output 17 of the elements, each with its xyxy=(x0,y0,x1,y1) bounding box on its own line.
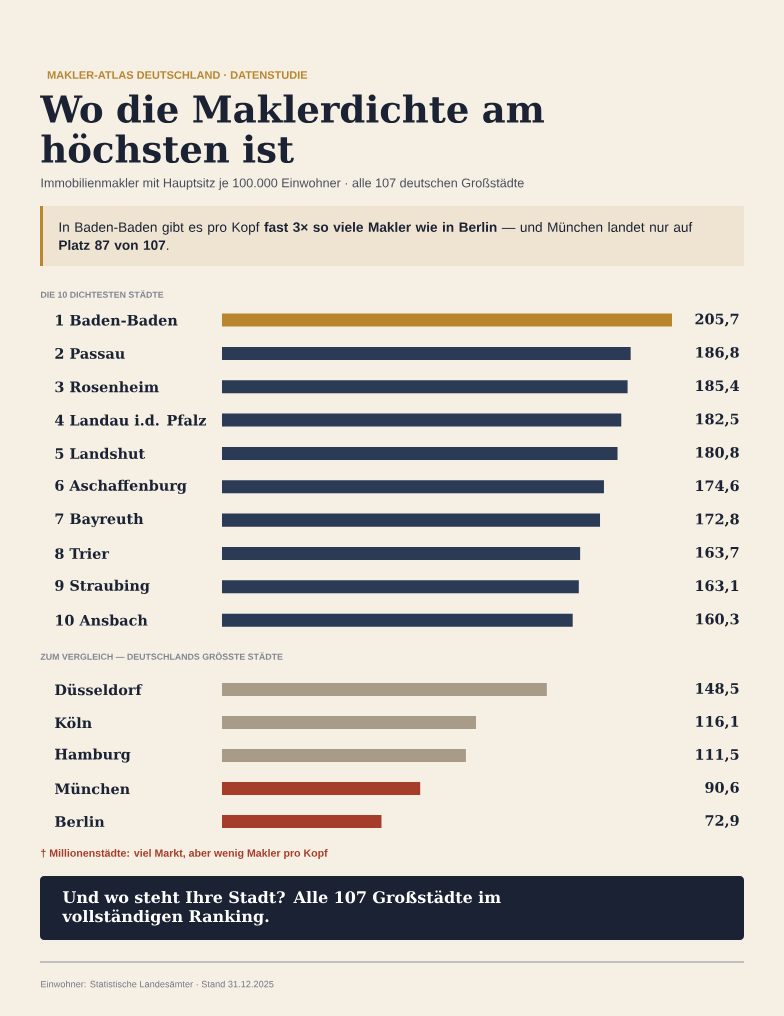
bar xyxy=(222,313,672,327)
bar xyxy=(222,580,579,594)
bar xyxy=(222,749,466,762)
bar xyxy=(222,815,382,829)
bar xyxy=(222,346,631,360)
text: Und wo steht Ihre Stadt? Alle 107 Großstädte im vollständigen Ranking. xyxy=(62,890,501,926)
bar xyxy=(222,782,421,795)
bar xyxy=(222,413,622,427)
bar xyxy=(222,683,547,697)
bar xyxy=(222,546,581,560)
bar xyxy=(222,446,618,460)
bar xyxy=(222,613,573,627)
bar xyxy=(222,513,601,527)
bar xyxy=(222,480,604,494)
bar xyxy=(222,716,476,729)
text: Wo die Maklerdichte am höchsten ist xyxy=(40,94,544,164)
bar xyxy=(222,380,628,394)
